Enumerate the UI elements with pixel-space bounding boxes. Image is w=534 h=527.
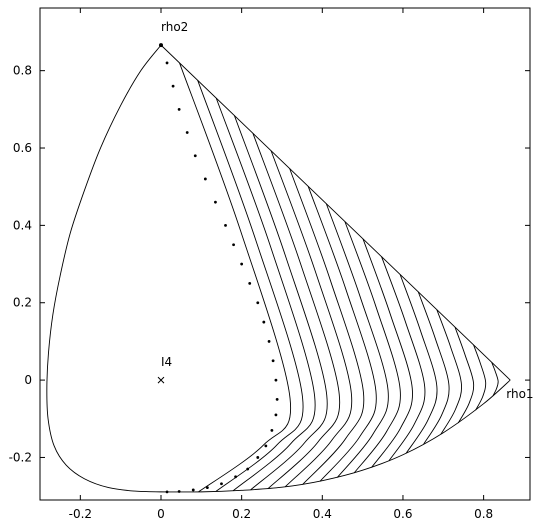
curve: [160, 379, 511, 493]
annotation: I4: [161, 355, 172, 369]
curve: [307, 186, 377, 482]
dot-marker: [270, 428, 274, 432]
curve: [270, 150, 353, 488]
x-tick-label: 0: [157, 507, 165, 521]
cross-marker: [157, 376, 165, 384]
dot-marker: [240, 262, 244, 266]
dot-marker: [256, 301, 260, 305]
dot-marker: [248, 281, 252, 285]
dot-marker: [191, 488, 195, 492]
curve: [381, 256, 426, 462]
dot-marker: [262, 320, 266, 324]
curve: [454, 326, 475, 424]
curve: [252, 133, 341, 490]
y-tick-label: 0.8: [13, 64, 32, 78]
annotation: rho1: [506, 387, 533, 401]
dot-marker: [165, 490, 169, 494]
curve: [473, 344, 487, 411]
dot-marker: [256, 456, 260, 459]
dot-marker: [214, 200, 217, 204]
dot-marker: [246, 467, 250, 471]
dot-marker: [274, 378, 278, 382]
dot-marker: [203, 177, 207, 181]
curve: [179, 62, 292, 493]
y-tick-label: 0.4: [13, 218, 32, 232]
dot-marker: [234, 475, 237, 479]
annotation: rho2: [161, 20, 188, 34]
curve: [344, 221, 401, 474]
curve: [160, 44, 511, 381]
dot-marker: [274, 413, 278, 417]
curve: [46, 44, 162, 493]
curve: [417, 291, 450, 445]
dot-marker: [232, 243, 235, 247]
y-tick-label: 0.2: [13, 296, 32, 310]
y-tick-label: -0.2: [9, 450, 32, 464]
curve: [436, 309, 463, 435]
curve: [325, 203, 389, 478]
dot-marker: [220, 482, 223, 486]
x-tick-label: 0.2: [232, 507, 251, 521]
dot-marker: [177, 490, 181, 493]
dot-marker: [271, 359, 275, 363]
curve: [289, 168, 365, 485]
y-tick-label: 0: [24, 373, 32, 387]
dot-marker: [193, 154, 197, 158]
plot-frame: [39, 7, 531, 501]
y-tick-label: 0.6: [13, 141, 32, 155]
x-tick-label: 0.8: [474, 507, 493, 521]
curve: [233, 115, 328, 491]
dot-marker: [275, 398, 279, 401]
x-tick-label: 0.4: [313, 507, 332, 521]
dot-marker: [171, 84, 175, 88]
dot-marker: [267, 340, 271, 343]
dot-marker: [224, 223, 227, 227]
point-marker: [158, 43, 163, 48]
x-tick-label: 0.6: [393, 507, 412, 521]
dot-marker: [177, 107, 181, 111]
curve: [197, 80, 304, 492]
dot-marker: [165, 61, 169, 65]
dot-marker: [264, 444, 268, 448]
x-tick-label: -0.2: [69, 507, 92, 521]
dot-marker: [185, 131, 189, 134]
curve: [399, 274, 438, 454]
curve: [491, 362, 499, 397]
curve: [215, 97, 316, 492]
curve: [362, 238, 413, 468]
dot-marker: [205, 486, 209, 490]
